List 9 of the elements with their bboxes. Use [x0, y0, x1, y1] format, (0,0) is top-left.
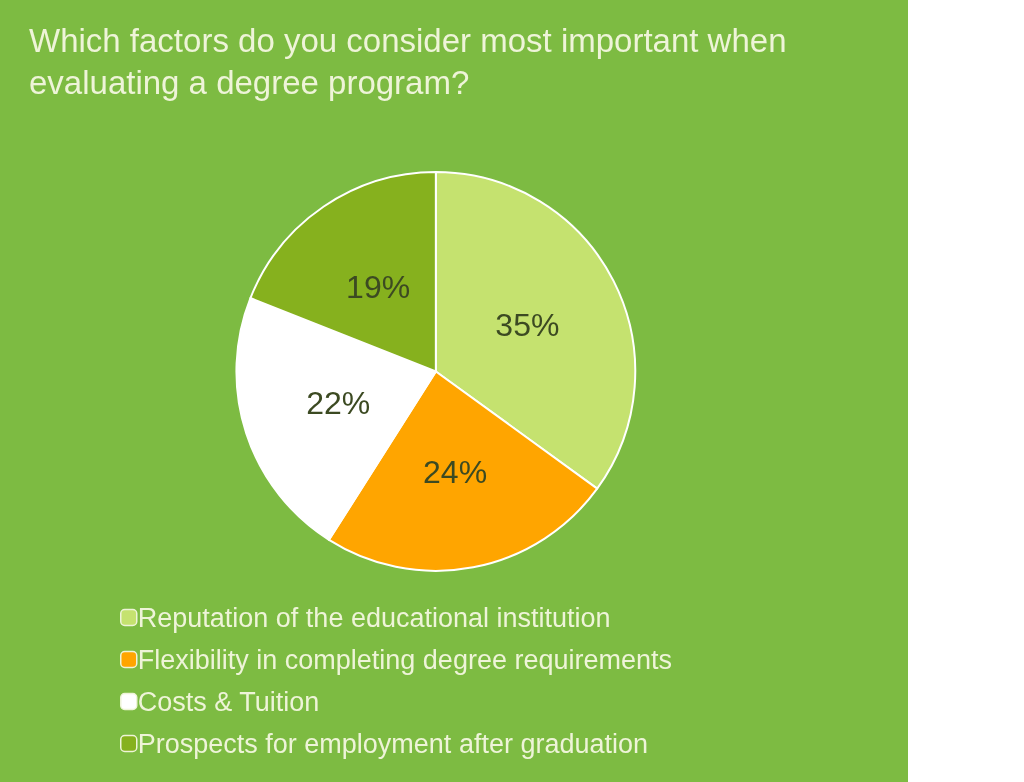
- legend-label: Reputation of the educational institution: [137, 602, 611, 633]
- chart-title: Which factors do you consider most important when evaluating a degree program?: [29, 21, 796, 101]
- data-label: 19%: [346, 268, 411, 305]
- data-label: 24%: [423, 454, 488, 491]
- legend-label: Prospects for employment after graduation: [137, 728, 649, 759]
- legend-label: Costs & Tuition: [137, 686, 320, 717]
- data-label: 22%: [306, 385, 371, 422]
- data-label: 35%: [495, 306, 560, 343]
- legend-label: Flexibility in completing degree requirements: [137, 644, 673, 675]
